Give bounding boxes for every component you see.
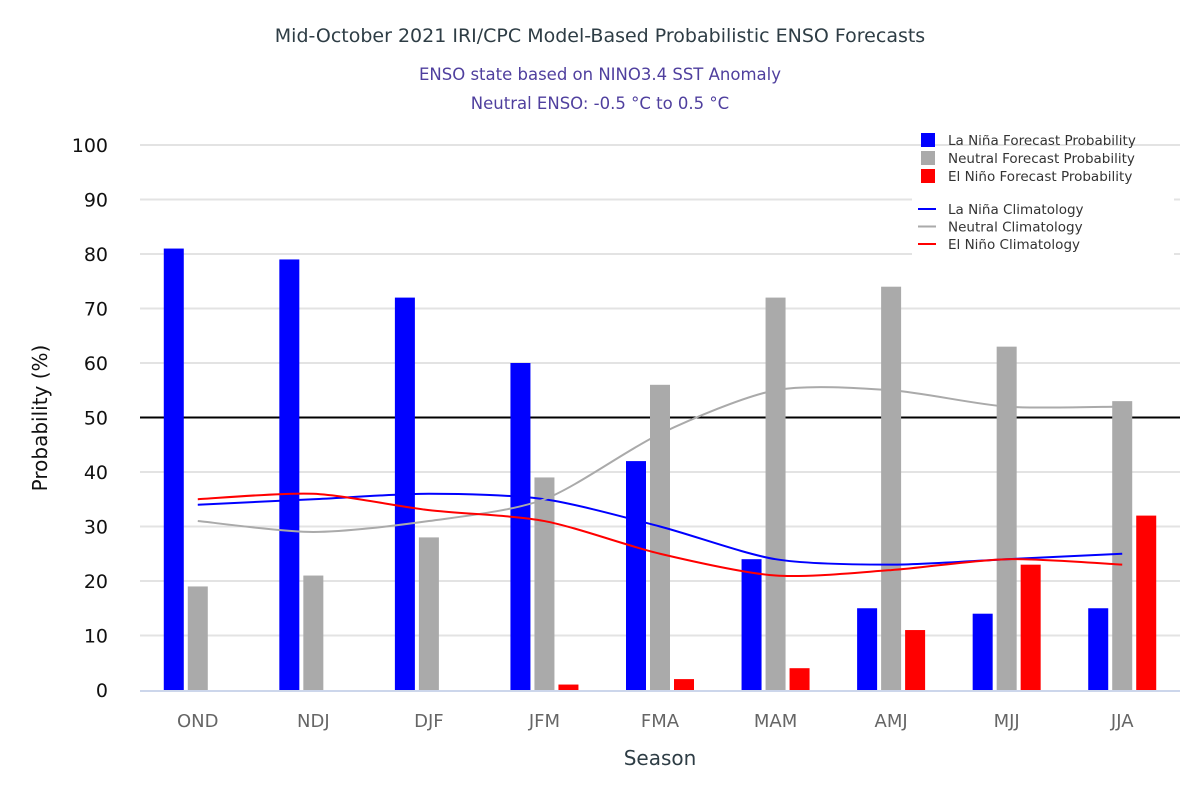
bar-neutral-forecast-probability-mjj[interactable]: [996, 346, 1017, 690]
legend-item-neutral-forecast-probability[interactable]: Neutral Forecast Probability: [921, 151, 1135, 167]
line-el-nino-climatology[interactable]: [197, 492, 1123, 578]
bar-neutral-forecast-probability-ndj[interactable]: [303, 575, 324, 690]
legend-label: El Niño Forecast Probability: [948, 169, 1132, 185]
legend-swatch: [921, 169, 935, 183]
climatology-lines: [197, 386, 1123, 578]
chart-title: Mid-October 2021 IRI/CPC Model-Based Pro…: [275, 25, 925, 47]
bar-el-nino-forecast-probability-fma[interactable]: [674, 679, 694, 690]
y-tick-label: 80: [84, 244, 108, 266]
legend-label: Neutral Climatology: [948, 220, 1083, 236]
y-tick-label: 60: [84, 353, 108, 375]
bar-el-nino-forecast-probability-amj[interactable]: [905, 630, 926, 690]
legend-item-el-nino-climatology[interactable]: El Niño Climatology: [918, 237, 1080, 253]
bar-el-nino-forecast-probability-jja[interactable]: [1136, 515, 1157, 690]
legend-swatch: [921, 133, 935, 147]
bar-la-nina-forecast-probability-ndj[interactable]: [279, 259, 300, 690]
y-tick-label: 40: [84, 462, 108, 484]
bar-la-nina-forecast-probability-amj[interactable]: [857, 608, 878, 690]
x-tick-label: JJA: [1110, 711, 1134, 732]
x-axis-label: Season: [624, 746, 697, 770]
bar-neutral-forecast-probability-djf[interactable]: [418, 537, 439, 690]
bar-neutral-forecast-probability-amj[interactable]: [881, 286, 902, 690]
legend-swatch: [921, 151, 935, 165]
bar-la-nina-forecast-probability-ond[interactable]: [163, 248, 184, 691]
x-tick-label: MAM: [754, 711, 797, 732]
bar-layer: [163, 248, 1157, 691]
x-tick-label: FMA: [641, 711, 680, 732]
bar-neutral-forecast-probability-jja[interactable]: [1112, 401, 1133, 690]
bar-el-nino-forecast-probability-jfm[interactable]: [558, 684, 579, 690]
bar-el-nino-forecast-probability-mam[interactable]: [789, 668, 810, 690]
y-tick-label: 100: [72, 135, 108, 157]
y-axis-label: Probability (%): [28, 345, 52, 492]
y-tick-label: 10: [84, 626, 108, 648]
legend-item-el-nino-forecast-probability[interactable]: El Niño Forecast Probability: [921, 169, 1132, 185]
legend-item-la-nina-climatology[interactable]: La Niña Climatology: [918, 202, 1084, 218]
legend-box-background: [912, 197, 1174, 255]
legend-label: La Niña Forecast Probability: [948, 133, 1136, 149]
bar-la-nina-forecast-probability-jfm[interactable]: [510, 363, 531, 690]
line-neutral-climatology[interactable]: [197, 386, 1123, 533]
y-tick-label: 70: [84, 299, 108, 321]
bar-la-nina-forecast-probability-mjj[interactable]: [972, 613, 993, 690]
bar-neutral-forecast-probability-fma[interactable]: [650, 384, 670, 690]
chart-subtitle-line-2: Neutral ENSO: -0.5 °C to 0.5 °C: [471, 94, 729, 113]
y-tick-label: 0: [96, 680, 108, 702]
bar-el-nino-forecast-probability-mjj[interactable]: [1020, 564, 1041, 690]
bar-la-nina-forecast-probability-fma[interactable]: [626, 461, 646, 690]
bar-la-nina-forecast-probability-mam[interactable]: [741, 559, 762, 690]
legend-label: La Niña Climatology: [948, 202, 1084, 218]
y-tick-label: 20: [84, 571, 108, 593]
legend-item-neutral-climatology[interactable]: Neutral Climatology: [918, 220, 1083, 236]
y-tick-label: 90: [84, 190, 108, 212]
bar-neutral-forecast-probability-ond[interactable]: [187, 586, 208, 690]
legend: La Niña Forecast Probability Neutral Fore…: [912, 133, 1174, 255]
y-axis-ticks: 0 10 20 30 40 50 60 70 80 90 100: [72, 135, 108, 702]
x-tick-label: OND: [177, 711, 219, 732]
legend-item-la-nina-forecast-probability[interactable]: La Niña Forecast Probability: [921, 133, 1136, 149]
chart-subtitle-line-1: ENSO state based on NINO3.4 SST Anomaly: [419, 65, 781, 84]
x-tick-label: MJJ: [994, 711, 1020, 732]
bar-neutral-forecast-probability-jfm[interactable]: [534, 477, 555, 690]
x-tick-label: AMJ: [875, 711, 908, 732]
bar-la-nina-forecast-probability-jja[interactable]: [1088, 608, 1109, 690]
bar-neutral-forecast-probability-mam[interactable]: [765, 297, 786, 690]
x-axis-ticks: OND NDJ DJF JFM FMA MAM AMJ MJJ JJA: [177, 711, 1134, 732]
y-tick-label: 30: [84, 517, 108, 539]
x-tick-label: JFM: [528, 711, 560, 732]
y-tick-label: 50: [84, 408, 108, 430]
legend-label: El Niño Climatology: [948, 237, 1080, 253]
x-tick-label: DJF: [414, 711, 444, 732]
x-tick-label: NDJ: [297, 711, 330, 732]
legend-label: Neutral Forecast Probability: [948, 151, 1135, 167]
